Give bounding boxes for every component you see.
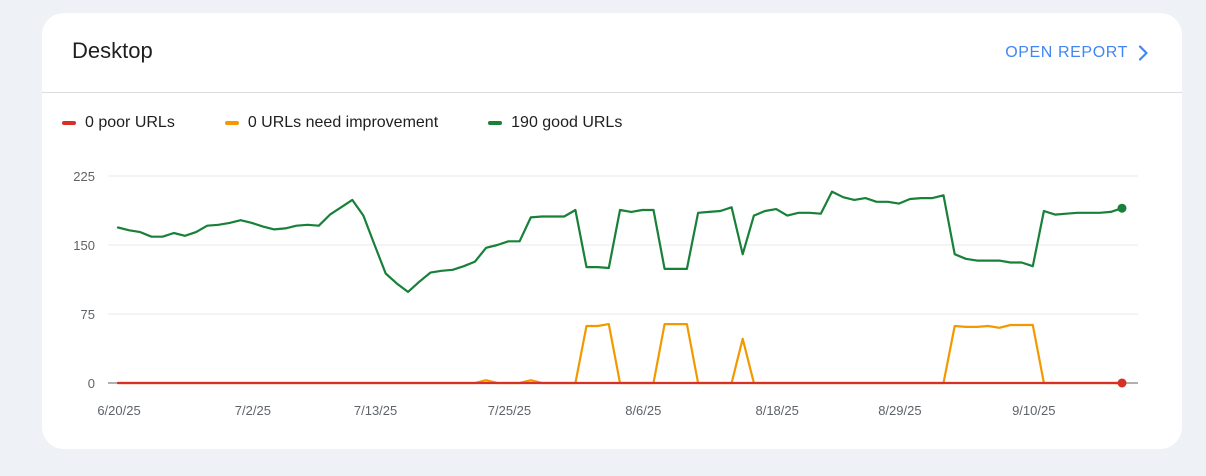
- open-report-label: OPEN REPORT: [1005, 44, 1128, 61]
- series-endpoint-good: [1117, 203, 1127, 213]
- legend-swatch-poor: [62, 121, 76, 125]
- x-tick-label: 9/10/25: [1012, 403, 1055, 418]
- url-status-line-chart: 0 75 150 225 6/20/25 7/2/25 7/13/25 7/25/25 8/6/…: [73, 169, 1138, 418]
- card-header: Desktop OPEN REPORT: [42, 13, 1182, 93]
- x-tick-label: 8/29/25: [878, 403, 921, 418]
- chart-legend: 0 poor URLs 0 URLs need improvement 190 …: [62, 114, 672, 132]
- y-tick-label: 0: [88, 376, 95, 391]
- header-divider: [42, 92, 1182, 93]
- x-tick-label: 7/25/25: [488, 403, 531, 418]
- card-title: Desktop: [72, 38, 153, 63]
- legend-label-good: 190 good URLs: [511, 114, 623, 131]
- series-line-good: [116, 190, 1124, 293]
- series-endpoint-poor: [1117, 378, 1127, 388]
- legend-item-good[interactable]: 190 good URLs: [488, 114, 622, 132]
- x-tick-label: 7/2/25: [235, 403, 271, 418]
- legend-item-needs-improvement[interactable]: 0 URLs need improvement: [224, 114, 439, 132]
- desktop-card: Desktop OPEN REPORT 0 poor URLs 0 URLs n…: [42, 13, 1182, 449]
- legend-swatch-needs-improvement: [224, 121, 239, 125]
- open-report-button[interactable]: OPEN REPORT: [1005, 44, 1148, 62]
- y-tick-label: 225: [73, 169, 95, 184]
- x-tick-label: 6/20/25: [97, 403, 140, 418]
- legend-label-poor: 0 poor URLs: [85, 114, 175, 131]
- chevron-right-icon: [1138, 45, 1148, 61]
- legend-item-poor[interactable]: 0 poor URLs: [62, 114, 175, 132]
- y-tick-label: 150: [73, 238, 95, 253]
- series-line-needs_improvement: [116, 323, 1124, 385]
- x-tick-label: 8/18/25: [755, 403, 798, 418]
- x-tick-label: 8/6/25: [625, 403, 661, 418]
- legend-label-needs-improvement: 0 URLs need improvement: [247, 114, 439, 131]
- y-tick-label: 75: [81, 307, 95, 322]
- x-tick-label: 7/13/25: [354, 403, 397, 418]
- legend-swatch-good: [488, 121, 503, 125]
